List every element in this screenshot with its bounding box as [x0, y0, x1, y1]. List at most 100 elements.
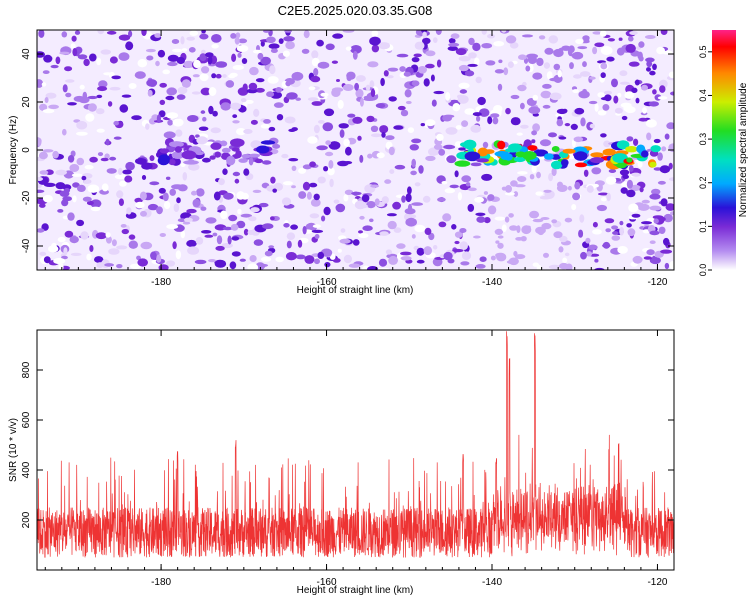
- spectrogram-cell: [320, 92, 329, 97]
- spectrogram-cell: [266, 36, 276, 44]
- spectrogram-cell: [260, 40, 265, 47]
- spectrogram-cell: [284, 116, 296, 124]
- spectrogram-cell: [600, 197, 607, 202]
- spectrogram-cell: [464, 108, 476, 115]
- spectrogram-cell: [532, 123, 540, 132]
- spectrogram-cell: [537, 229, 545, 236]
- spectrogram-cell: [231, 53, 237, 62]
- spectrogram-cell: [208, 259, 217, 263]
- spectrogram-cell: [619, 81, 630, 85]
- spectrogram-cell: [45, 92, 57, 99]
- spectrogram-cell: [367, 153, 373, 159]
- spectrogram-feature-cell: [214, 151, 221, 158]
- spectrogram-cell: [267, 76, 279, 84]
- spectrogram-cell: [422, 31, 427, 39]
- spectrogram-cell: [597, 110, 607, 116]
- spectrogram-cell: [222, 74, 227, 78]
- spectrogram-cell: [407, 127, 415, 133]
- spectrogram-cell: [272, 188, 278, 193]
- spectrogram-noise: [37, 30, 674, 270]
- spectrogram-cell: [508, 213, 514, 218]
- spectrogram-cell: [175, 129, 183, 137]
- spectrogram-cell: [589, 76, 596, 80]
- spectrogram-cell: [579, 71, 591, 77]
- spectrogram-cell: [371, 30, 379, 37]
- spectrogram-cell: [637, 203, 650, 211]
- y-tick-label: 40: [21, 48, 32, 60]
- spectrogram-cell: [295, 254, 306, 260]
- spectrogram-cell: [201, 30, 206, 34]
- spectrogram-cell: [548, 35, 559, 44]
- spectrogram-cell: [582, 61, 587, 68]
- spectrogram-cell: [354, 82, 359, 91]
- spectrogram-cell: [113, 120, 119, 126]
- spectrogram-cell: [86, 253, 92, 261]
- spectrogram-cell: [241, 192, 249, 200]
- spectrogram-cell: [363, 97, 376, 102]
- spectrogram-cell: [230, 223, 239, 231]
- y-tick-label: 20: [21, 96, 32, 108]
- spectrogram-cell: [199, 33, 209, 40]
- spectrogram-cell: [376, 152, 385, 159]
- spectrogram-cell: [603, 140, 611, 148]
- spectrogram-cell: [333, 199, 340, 204]
- spectrogram-feature-cell: [477, 147, 489, 157]
- spectrogram-cell: [38, 151, 48, 160]
- spectrogram-cell: [482, 141, 489, 149]
- spectrogram-cell: [134, 71, 146, 79]
- spectrogram-cell: [106, 30, 117, 35]
- spectrogram-cell: [646, 132, 652, 141]
- spectrogram-cell: [410, 170, 417, 176]
- spectrogram-cell: [42, 194, 53, 203]
- spectrogram-cell: [328, 160, 334, 169]
- spectrogram-cell: [283, 223, 290, 228]
- spectrogram-cell: [270, 216, 275, 221]
- spectrogram-cell: [574, 107, 585, 115]
- spectrogram-cell: [481, 43, 493, 49]
- spectrogram-cell: [231, 236, 240, 241]
- spectrogram-cell: [365, 84, 371, 92]
- spectrogram-cell: [67, 212, 75, 221]
- spectrogram-cell: [414, 224, 426, 233]
- colorbar-tick-label: 0.2: [698, 176, 708, 189]
- spectrogram-cell: [509, 42, 519, 49]
- spectrogram-cell: [181, 48, 188, 52]
- spectrogram-cell: [380, 77, 385, 87]
- spectrogram-cell: [243, 228, 249, 236]
- spectrogram-cell: [159, 148, 170, 154]
- spectrogram-cell: [80, 231, 89, 240]
- spectrogram-cell: [162, 192, 169, 202]
- spectrogram-cell: [468, 52, 477, 59]
- spectrogram-feature-cell: [515, 151, 526, 158]
- spectrogram-cell: [195, 134, 200, 138]
- spectrogram-cell: [187, 115, 199, 122]
- spectrogram-cell: [162, 69, 170, 75]
- spectrogram-feature-cell: [230, 138, 245, 147]
- spectrogram-cell: [649, 193, 661, 200]
- spectrogram-cell: [425, 50, 436, 57]
- spectrogram-cell: [452, 103, 461, 112]
- spectrogram-cell: [600, 30, 607, 37]
- spectrogram-cell: [644, 35, 656, 39]
- spectrogram-feature-cell: [260, 140, 276, 145]
- spectrogram-cell: [355, 88, 364, 98]
- spectrogram-cell: [477, 96, 486, 106]
- spectrogram-cell: [188, 163, 200, 171]
- spectrogram-cell: [542, 104, 551, 109]
- spectrogram-cell: [97, 152, 104, 157]
- spectrogram-cell: [461, 120, 469, 127]
- spectrogram-cell: [594, 103, 599, 112]
- spectrogram-cell: [443, 114, 455, 119]
- spectrogram-cell: [247, 263, 259, 270]
- spectrogram-cell: [309, 161, 316, 168]
- spectrogram-cell: [323, 166, 329, 172]
- spectrogram-cell: [657, 96, 668, 100]
- spectrogram-cell: [464, 70, 475, 77]
- spectrogram-cell: [61, 31, 68, 38]
- spectrogram-cell: [602, 104, 610, 111]
- spectrogram-cell: [358, 230, 363, 234]
- spectrogram-cell: [100, 157, 109, 162]
- spectrogram-cell: [476, 216, 486, 223]
- spectrogram-feature-cell: [602, 148, 616, 156]
- spectrogram-cell: [529, 210, 540, 219]
